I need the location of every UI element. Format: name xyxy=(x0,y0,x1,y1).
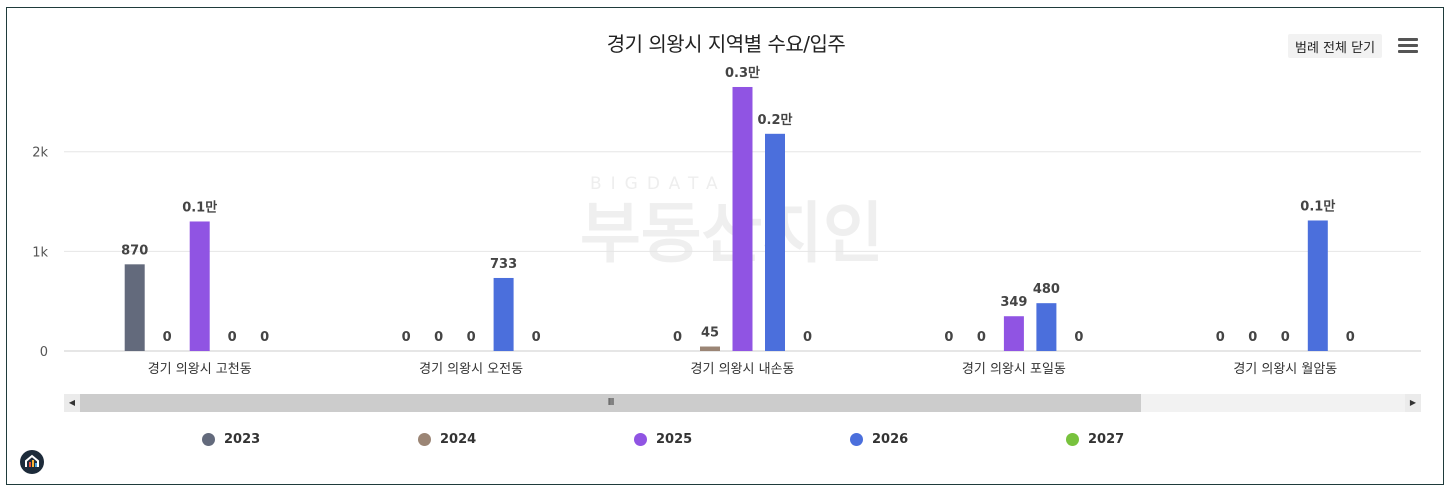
brand-logo-icon[interactable] xyxy=(20,450,44,474)
bar-2023[interactable] xyxy=(124,264,145,351)
bar-2026[interactable] xyxy=(1307,220,1328,351)
data-label: 0 xyxy=(1346,330,1355,345)
data-label: 0 xyxy=(402,330,411,345)
x-tick-label: 경기 의왕시 오전동 xyxy=(419,362,523,377)
data-label: 0.3만 xyxy=(725,65,760,81)
data-label: 349 xyxy=(1000,295,1027,310)
legend-dot-icon xyxy=(850,432,863,446)
data-label: 45 xyxy=(701,326,719,341)
y-tick-label: 1k xyxy=(32,245,48,260)
y-tick-label: 0 xyxy=(40,345,48,360)
legend-label: 2024 xyxy=(440,431,477,447)
scroll-right-arrow-icon[interactable]: ▶ xyxy=(1405,394,1421,412)
legend-item-2026[interactable]: 2026 xyxy=(850,430,908,448)
x-tick-label: 경기 의왕시 고천동 xyxy=(148,362,252,377)
bar-2024[interactable] xyxy=(700,346,720,351)
chart-plot: BIGDATA 부동산지인 0 1k 2k 870 0 0.1만 0 0 0 0 0 733 0 0 45… xyxy=(32,65,1421,377)
legend-item-2023[interactable]: 2023 xyxy=(202,430,260,448)
data-label: 0 xyxy=(163,330,172,345)
legend-dot-icon xyxy=(634,432,647,446)
bar-2025[interactable] xyxy=(189,221,210,351)
legend-toggle-button[interactable]: 범례 전체 닫기 xyxy=(1288,34,1383,58)
data-label: 0 xyxy=(467,330,476,345)
legend-label: 2026 xyxy=(872,431,909,447)
data-label: 0 xyxy=(532,330,541,345)
legend-dot-icon xyxy=(202,432,215,446)
data-label: 870 xyxy=(121,243,148,258)
watermark-sub-text: BIGDATA xyxy=(590,174,727,194)
bar-2026[interactable] xyxy=(765,133,785,351)
data-label: 0 xyxy=(228,330,237,345)
data-labels: 870 0 0.1만 0 0 0 0 0 733 0 0 45 0.3만 0.2만 0 0 0 349 480 0 0 0… xyxy=(121,65,1355,345)
data-label: 0 xyxy=(673,330,682,345)
legend-label: 2023 xyxy=(224,431,261,447)
watermark: BIGDATA 부동산지인 xyxy=(580,174,884,272)
data-label: 0 xyxy=(1281,330,1290,345)
chart-title: 경기 의왕시 지역별 수요/입주 xyxy=(606,32,846,56)
x-axis: 경기 의왕시 고천동 경기 의왕시 오전동 경기 의왕시 내손동 경기 의왕시 포일동… xyxy=(148,362,1338,377)
data-label: 0 xyxy=(803,330,812,345)
x-tick-label: 경기 의왕시 월암동 xyxy=(1233,362,1337,377)
data-label: 0 xyxy=(434,330,443,345)
data-label: 0.1만 xyxy=(1300,198,1335,214)
legend-item-2024[interactable]: 2024 xyxy=(418,430,476,448)
bar-2025[interactable] xyxy=(1003,316,1024,351)
legend-dot-icon xyxy=(1066,432,1079,446)
data-label: 0 xyxy=(1074,330,1083,345)
y-axis: 0 1k 2k xyxy=(32,146,48,360)
hamburger-menu-icon[interactable] xyxy=(1398,38,1418,54)
bar-2026[interactable] xyxy=(1036,303,1057,351)
bar-2025[interactable] xyxy=(732,86,753,352)
data-label: 480 xyxy=(1033,282,1060,297)
bar-2026[interactable] xyxy=(493,277,514,351)
legend-label: 2027 xyxy=(1088,431,1125,447)
data-label: 0 xyxy=(1248,330,1257,345)
data-label: 0.1만 xyxy=(182,199,217,215)
legend-item-2027[interactable]: 2027 xyxy=(1066,430,1124,448)
data-label: 0 xyxy=(260,330,269,345)
data-label: 0.2만 xyxy=(758,112,793,128)
scroll-thumb[interactable]: III xyxy=(80,394,1141,412)
scroll-left-arrow-icon[interactable]: ◀ xyxy=(64,394,80,412)
x-tick-label: 경기 의왕시 내손동 xyxy=(691,362,795,377)
data-label: 733 xyxy=(490,257,517,272)
legend-dot-icon xyxy=(418,432,431,446)
horizontal-scrollbar[interactable]: ◀ III ▶ xyxy=(64,394,1421,412)
data-label: 0 xyxy=(1216,330,1225,345)
y-tick-label: 2k xyxy=(32,146,48,161)
bars xyxy=(124,86,1328,352)
legend: 2023 2024 2025 2026 2027 xyxy=(0,430,1452,450)
legend-item-2025[interactable]: 2025 xyxy=(634,430,692,448)
data-label: 0 xyxy=(944,330,953,345)
watermark-main-text: 부동산지인 xyxy=(580,195,884,272)
legend-label: 2025 xyxy=(656,431,693,447)
data-label: 0 xyxy=(977,330,986,345)
x-tick-label: 경기 의왕시 포일동 xyxy=(962,362,1066,377)
